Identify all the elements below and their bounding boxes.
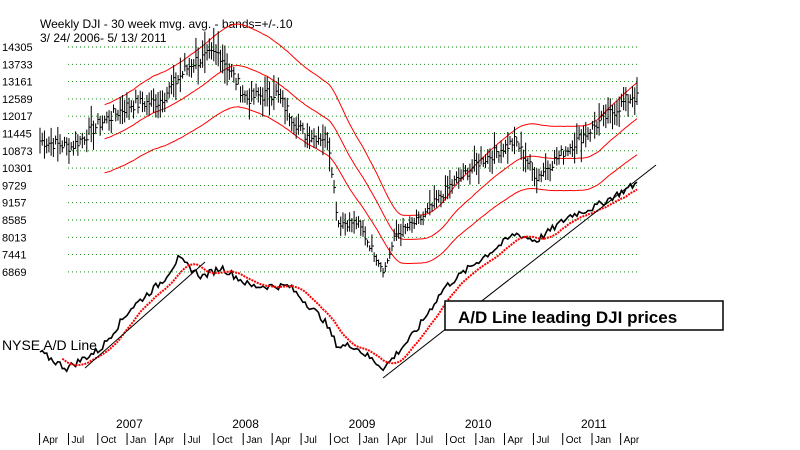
- month-label: Apr: [159, 435, 175, 446]
- callout: A/D Line leading DJI prices: [444, 300, 724, 331]
- ad-moving-average: [61, 188, 638, 367]
- month-label: Oct: [450, 435, 466, 446]
- y-tick-label: 13733: [2, 59, 33, 71]
- month-label: Jul: [420, 435, 433, 446]
- year-label: 2010: [465, 417, 492, 431]
- year-label: 2007: [116, 417, 143, 431]
- month-label: Oct: [217, 435, 233, 446]
- month-label: Jul: [304, 435, 317, 446]
- month-label: Jan: [595, 435, 611, 446]
- y-tick-label: 6869: [2, 267, 26, 279]
- month-label: Apr: [275, 435, 291, 446]
- bollinger-bands: [104, 23, 638, 264]
- y-tick-label: 9157: [2, 198, 26, 210]
- trendline-2007: [84, 261, 206, 369]
- ad-line-series: [39, 164, 657, 379]
- y-tick-label: 10873: [2, 146, 33, 158]
- month-label: Jul: [536, 435, 549, 446]
- year-label: 2011: [581, 417, 607, 431]
- month-label: Oct: [333, 435, 349, 446]
- month-label: Jan: [246, 435, 262, 446]
- y-tick-label: 7441: [2, 250, 26, 262]
- y-axis: 14305 13733 13161 12589 12017 11445 10873 10301…: [2, 42, 33, 279]
- y-tick-label: 11445: [2, 129, 32, 141]
- upper-band: [104, 23, 638, 216]
- y-tick-label: 10301: [2, 163, 33, 175]
- dji-price-series: [39, 27, 639, 278]
- month-label: Jul: [72, 435, 85, 446]
- ad-line-label: NYSE A/D Line: [2, 337, 97, 353]
- y-tick-label: 9729: [2, 180, 26, 192]
- y-tick-label: 8013: [2, 232, 26, 244]
- trendline-2009: [382, 164, 657, 379]
- month-label: Oct: [566, 435, 582, 446]
- year-label: 2008: [232, 417, 259, 431]
- month-label: Jul: [188, 435, 201, 446]
- y-tick-label: 13161: [2, 77, 33, 89]
- y-tick-label: 8585: [2, 215, 26, 227]
- chart-title: Weekly DJI - 30 week mvg. avg. - bands=+…: [40, 17, 293, 31]
- month-label: Apr: [507, 435, 523, 446]
- month-label: Jan: [130, 435, 146, 446]
- callout-box: [444, 300, 724, 331]
- chart-subtitle: 3/ 24/ 2006- 5/ 13/ 2011: [40, 31, 167, 45]
- y-tick-label: 12017: [2, 111, 33, 123]
- month-label: Apr: [391, 435, 407, 446]
- callout-text: A/D Line leading DJI prices: [458, 308, 677, 327]
- y-tick-label: 14305: [2, 42, 33, 54]
- y-tick-label: 12589: [2, 94, 33, 106]
- x-axis: 2007 2008 2009 2010 2011 Apr Jul Oct Jan Apr Jul Oc…: [39, 417, 640, 446]
- ad-line: [39, 181, 638, 373]
- year-label: 2009: [349, 417, 376, 431]
- month-label: Jan: [479, 435, 495, 446]
- lower-band: [104, 106, 638, 264]
- month-label: Apr: [43, 435, 59, 446]
- month-label: Oct: [101, 435, 117, 446]
- month-label: Apr: [624, 435, 640, 446]
- month-label: Jan: [363, 435, 379, 446]
- moving-average: [104, 64, 638, 240]
